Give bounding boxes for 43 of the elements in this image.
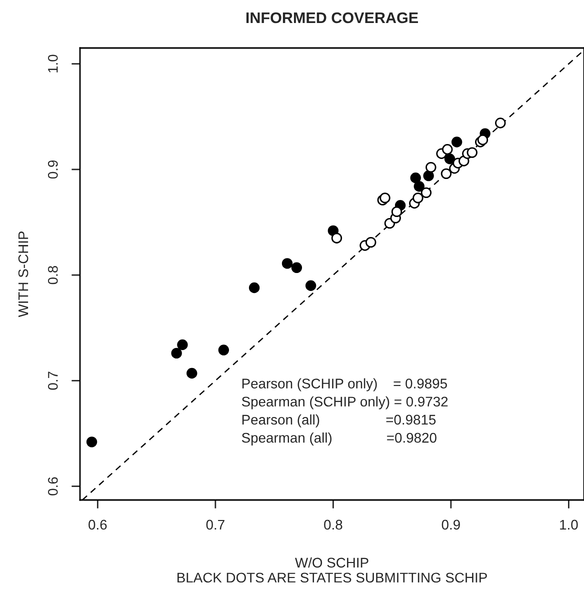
point (177, 339, 188, 350)
point (412, 192, 424, 204)
point (291, 262, 302, 274)
point (414, 180, 424, 192)
point (366, 236, 376, 248)
point (426, 162, 436, 173)
y-tick-label: 0.9 (48, 160, 58, 179)
x-tick-label: 0.7 (206, 520, 224, 530)
y-axis-title: WITH S-CHIP (18, 232, 28, 318)
point (171, 348, 182, 359)
point (248, 282, 260, 294)
annotation: Pearson (SCHIP only) = 0.9895 (242, 378, 447, 392)
point (442, 144, 453, 155)
point (477, 134, 488, 146)
point (451, 136, 462, 148)
x-tick-label: 1.0 (560, 520, 578, 530)
annotation: Spearman (SCHIP only) = 0.9732 (242, 396, 448, 410)
y-tick-label: 0.6 (48, 477, 58, 496)
y-tick-label: 0.7 (48, 372, 58, 390)
annotation: Spearman (all) =0.9820 (242, 432, 436, 446)
y-tick-label: 0.8 (48, 266, 58, 284)
point (444, 154, 456, 164)
x-axis-title: W/O SCHIP BLACK DOTS ARE STATES SUBMITTING SCHIP (178, 557, 487, 583)
point (423, 170, 434, 182)
x-tick-label: 0.8 (324, 520, 342, 530)
point (440, 168, 452, 180)
point (410, 172, 421, 184)
point (282, 258, 293, 269)
point (391, 206, 402, 218)
point (305, 280, 316, 291)
point (380, 192, 390, 204)
annotation: Pearson (all) =0.9815 (242, 414, 436, 428)
point (86, 436, 98, 448)
x-tick-label: 0.9 (442, 520, 460, 530)
point (218, 344, 230, 356)
x-tick-label: 0.6 (88, 520, 107, 530)
point (186, 368, 198, 379)
chart-title: INFORMED COVERAGE (246, 12, 418, 24)
point (466, 147, 478, 158)
point (495, 118, 506, 128)
point (420, 187, 432, 198)
point (331, 232, 342, 244)
y-tick-label: 1.0 (48, 54, 58, 72)
